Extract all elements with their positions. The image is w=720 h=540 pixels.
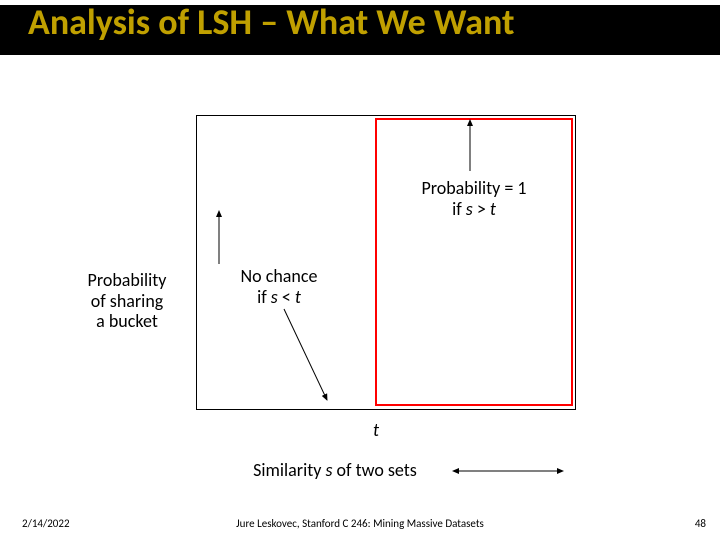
var-t: t [295, 286, 301, 308]
var-s: s [271, 286, 278, 308]
var-s: s [325, 459, 336, 481]
text: No chance [224, 266, 334, 287]
text: Similarity [253, 459, 325, 481]
text: > [473, 198, 490, 220]
label-prob-1-line1: Probability = 1 [404, 178, 544, 199]
text: if [452, 198, 466, 220]
y-axis-label: Probability of sharing a bucket [72, 270, 182, 332]
label-no-chance: No chance if s < t [224, 266, 334, 307]
var-t: t [490, 198, 496, 220]
text: a bucket [72, 311, 182, 332]
text: of sharing [72, 291, 182, 312]
text: < [278, 286, 295, 308]
footer-credit: Jure Leskovec, Stanford C 246: Mining Ma… [0, 517, 720, 530]
footer-page-number: 48 [695, 517, 706, 530]
step-function [375, 118, 573, 406]
slide-title: Analysis of LSH – What We Want [28, 0, 692, 44]
var-s: s [466, 198, 473, 220]
text: of two sets [337, 459, 417, 481]
text: Probability [72, 270, 182, 291]
tick-t: t [370, 420, 382, 441]
label-no-chance-line2: if s < t [224, 287, 334, 308]
label-prob-1-line2: if s > t [404, 199, 544, 220]
text: if [257, 286, 271, 308]
x-axis-label: Similarity s of two sets [220, 460, 450, 481]
label-prob-1: Probability = 1 if s > t [404, 178, 544, 219]
